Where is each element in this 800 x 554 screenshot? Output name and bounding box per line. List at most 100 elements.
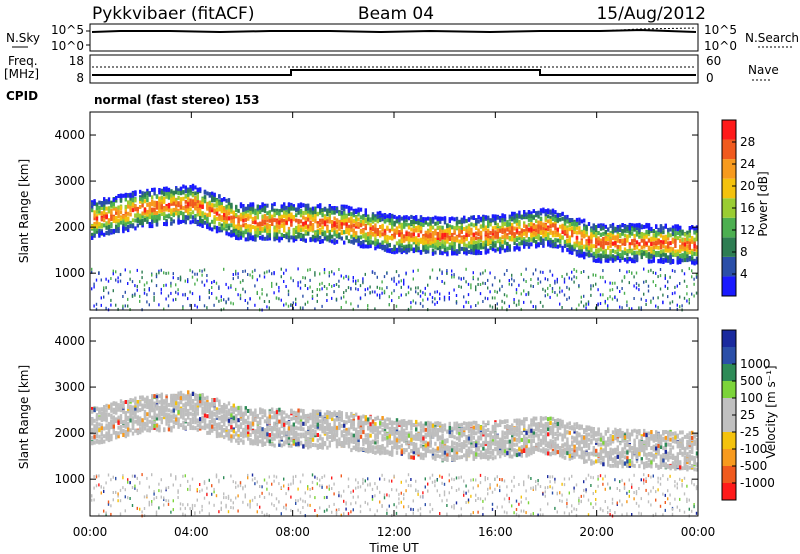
data-cell: [194, 282, 196, 286]
data-cell: [405, 249, 408, 254]
data-cell: [439, 292, 441, 296]
data-cell: [244, 213, 247, 218]
data-cell: [117, 420, 120, 425]
data-cell: [131, 431, 135, 436]
data-cell: [686, 240, 689, 245]
data-cell: [513, 279, 515, 283]
data-cell: [674, 230, 677, 235]
data-cell: [688, 267, 690, 271]
data-cell: [369, 227, 372, 232]
data-cell: [561, 211, 564, 216]
data-cell: [319, 272, 321, 276]
data-cell: [297, 224, 300, 229]
data-cell: [513, 247, 516, 252]
data-cell: [386, 286, 388, 290]
data-cell: [287, 232, 291, 237]
data-cell: [621, 252, 624, 257]
data-cell: [170, 393, 173, 398]
data-cell: [559, 233, 562, 238]
data-cell: [443, 216, 447, 221]
data-cell: [563, 215, 567, 220]
data-cell: [364, 272, 366, 276]
data-cell: [93, 425, 96, 430]
data-cell: [136, 403, 139, 408]
data-cell: [563, 224, 567, 229]
data-cell: [165, 283, 167, 287]
data-cell: [367, 244, 370, 249]
data-cell: [285, 220, 288, 225]
data-cell: [333, 232, 336, 237]
data-cell: [352, 233, 355, 238]
data-cell: [640, 224, 643, 229]
data-cell: [422, 298, 424, 302]
data-cell: [206, 223, 209, 228]
data-cell: [350, 206, 353, 211]
data-cell: [506, 269, 508, 272]
data-cell: [148, 419, 151, 424]
data-cell: [151, 399, 154, 404]
data-cell: [122, 226, 125, 231]
data-cell: [189, 202, 192, 207]
data-cell: [107, 225, 111, 229]
data-cell: [695, 252, 699, 257]
data-cell: [146, 219, 149, 224]
data-cell: [314, 206, 317, 211]
data-cell: [153, 203, 156, 208]
data-cell: [470, 231, 473, 236]
data-cell: [218, 227, 221, 231]
data-cell: [604, 301, 606, 305]
data-cell: [671, 260, 675, 264]
data-cell: [115, 303, 117, 307]
data-cell: [131, 200, 135, 205]
data-cell: [662, 244, 665, 249]
data-cell: [153, 295, 155, 299]
data-cell: [494, 225, 497, 230]
data-cell: [458, 220, 461, 225]
data-cell: [619, 232, 622, 237]
data-cell: [122, 214, 125, 219]
data-cell: [129, 212, 132, 217]
data-cell: [470, 236, 473, 241]
data-cell: [367, 287, 369, 291]
data-cell: [563, 230, 567, 234]
data-cell: [669, 275, 671, 279]
data-cell: [247, 224, 250, 229]
data-cell: [105, 225, 108, 230]
data-cell: [535, 224, 538, 229]
data-cell: [167, 427, 171, 432]
data-cell: [619, 268, 621, 272]
data-cell: [251, 235, 255, 240]
data-cell: [105, 200, 108, 205]
data-cell: [621, 256, 624, 260]
data-cell: [139, 418, 142, 423]
data-cell: [227, 198, 231, 203]
data-cell: [691, 257, 694, 261]
data-cell: [395, 227, 399, 232]
data-cell: [191, 200, 195, 204]
data-cell: [580, 240, 583, 245]
data-cell: [566, 297, 568, 301]
data-cell: [580, 300, 582, 304]
data-cell: [165, 398, 168, 403]
data-cell: [439, 268, 441, 272]
data-cell: [571, 218, 574, 222]
data-cell: [223, 207, 226, 212]
data-cell: [95, 224, 99, 229]
data-cell: [340, 274, 342, 278]
data-cell: [398, 224, 401, 229]
data-cell: [657, 227, 660, 232]
data-cell: [266, 228, 269, 233]
data-cell: [177, 191, 180, 196]
data-cell: [266, 231, 269, 236]
data-cell: [350, 287, 352, 291]
data-cell: [355, 234, 358, 239]
data-cell: [532, 305, 534, 308]
data-cell: [323, 236, 327, 241]
data-cell: [184, 219, 187, 224]
data-cell: [143, 288, 146, 292]
data-cell: [160, 291, 162, 295]
data-cell: [163, 222, 166, 226]
data-cell: [95, 302, 98, 306]
data-cell: [643, 239, 646, 244]
data-cell: [115, 476, 117, 480]
